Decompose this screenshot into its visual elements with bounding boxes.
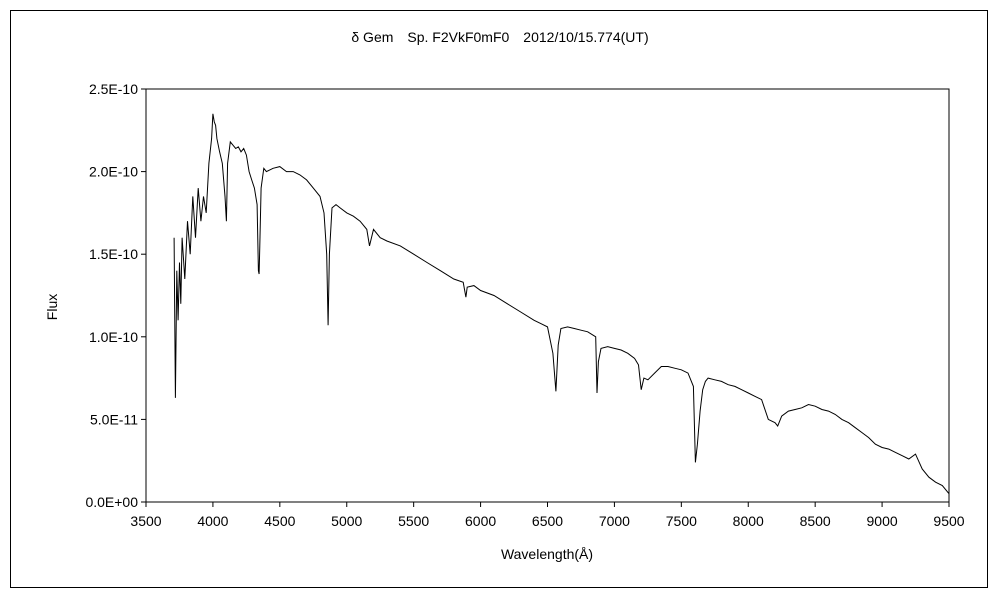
x-tick-label: 7500 xyxy=(666,513,697,529)
y-tick-label: 0.0E+00 xyxy=(85,494,138,510)
y-axis-ticks: 0.0E+00 5.0E-11 1.0E-10 1.5E-10 2.0E-10 2.5E-… xyxy=(85,81,146,510)
chart-frame xyxy=(10,10,988,588)
x-tick-label: 4500 xyxy=(264,513,295,529)
x-tick-label: 8500 xyxy=(800,513,831,529)
x-tick-label: 9500 xyxy=(933,513,964,529)
x-axis-title: Wavelength(Å) xyxy=(501,546,593,562)
y-axis-title: Flux xyxy=(44,294,60,320)
y-tick-label: 2.0E-10 xyxy=(89,164,138,180)
x-tick-label: 3500 xyxy=(130,513,161,529)
y-tick-label: 1.0E-10 xyxy=(89,329,138,345)
x-tick-label: 6000 xyxy=(465,513,496,529)
y-tick-label: 5.0E-11 xyxy=(90,411,138,427)
x-tick-label: 5500 xyxy=(398,513,429,529)
x-axis-ticks: 3500 4000 4500 5000 5500 6000 6500 7000 7500 8000… xyxy=(130,502,965,529)
x-tick-label: 4000 xyxy=(197,513,228,529)
x-tick-label: 6500 xyxy=(532,513,563,529)
x-tick-label: 7000 xyxy=(599,513,630,529)
x-tick-label: 5000 xyxy=(331,513,362,529)
chart-title: δ Gem Sp. F2VkF0mF0 2012/10/15.774(UT) xyxy=(351,29,648,45)
x-tick-label: 9000 xyxy=(867,513,898,529)
plot-area xyxy=(145,88,950,503)
y-tick-label: 2.5E-10 xyxy=(89,81,138,97)
spectrum-line xyxy=(173,113,950,495)
y-tick-label: 1.5E-10 xyxy=(89,246,138,262)
x-tick-label: 8000 xyxy=(733,513,764,529)
